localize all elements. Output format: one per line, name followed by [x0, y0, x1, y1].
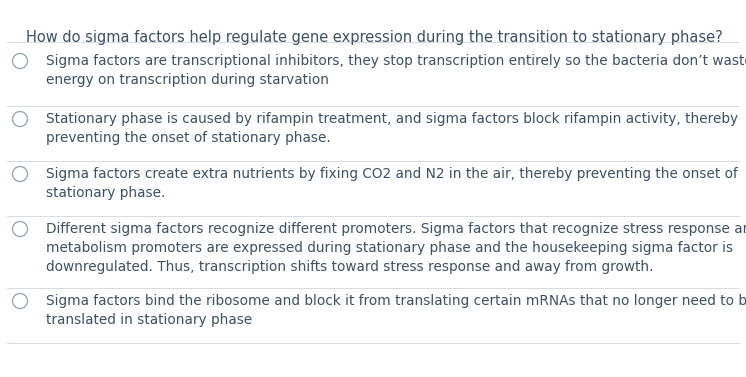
- Text: Different sigma factors recognize different promoters. Sigma factors that recogn: Different sigma factors recognize differ…: [46, 222, 746, 274]
- Text: How do sigma factors help regulate gene expression during the transition to stat: How do sigma factors help regulate gene …: [26, 30, 723, 45]
- Text: Sigma factors bind the ribosome and block it from translating certain mRNAs that: Sigma factors bind the ribosome and bloc…: [46, 294, 746, 327]
- Text: Sigma factors are transcriptional inhibitors, they stop transcription entirely s: Sigma factors are transcriptional inhibi…: [46, 54, 746, 87]
- Text: Stationary phase is caused by rifampin treatment, and sigma factors block rifamp: Stationary phase is caused by rifampin t…: [46, 112, 738, 145]
- Text: Sigma factors create extra nutrients by fixing CO2 and N2 in the air, thereby pr: Sigma factors create extra nutrients by …: [46, 167, 738, 200]
